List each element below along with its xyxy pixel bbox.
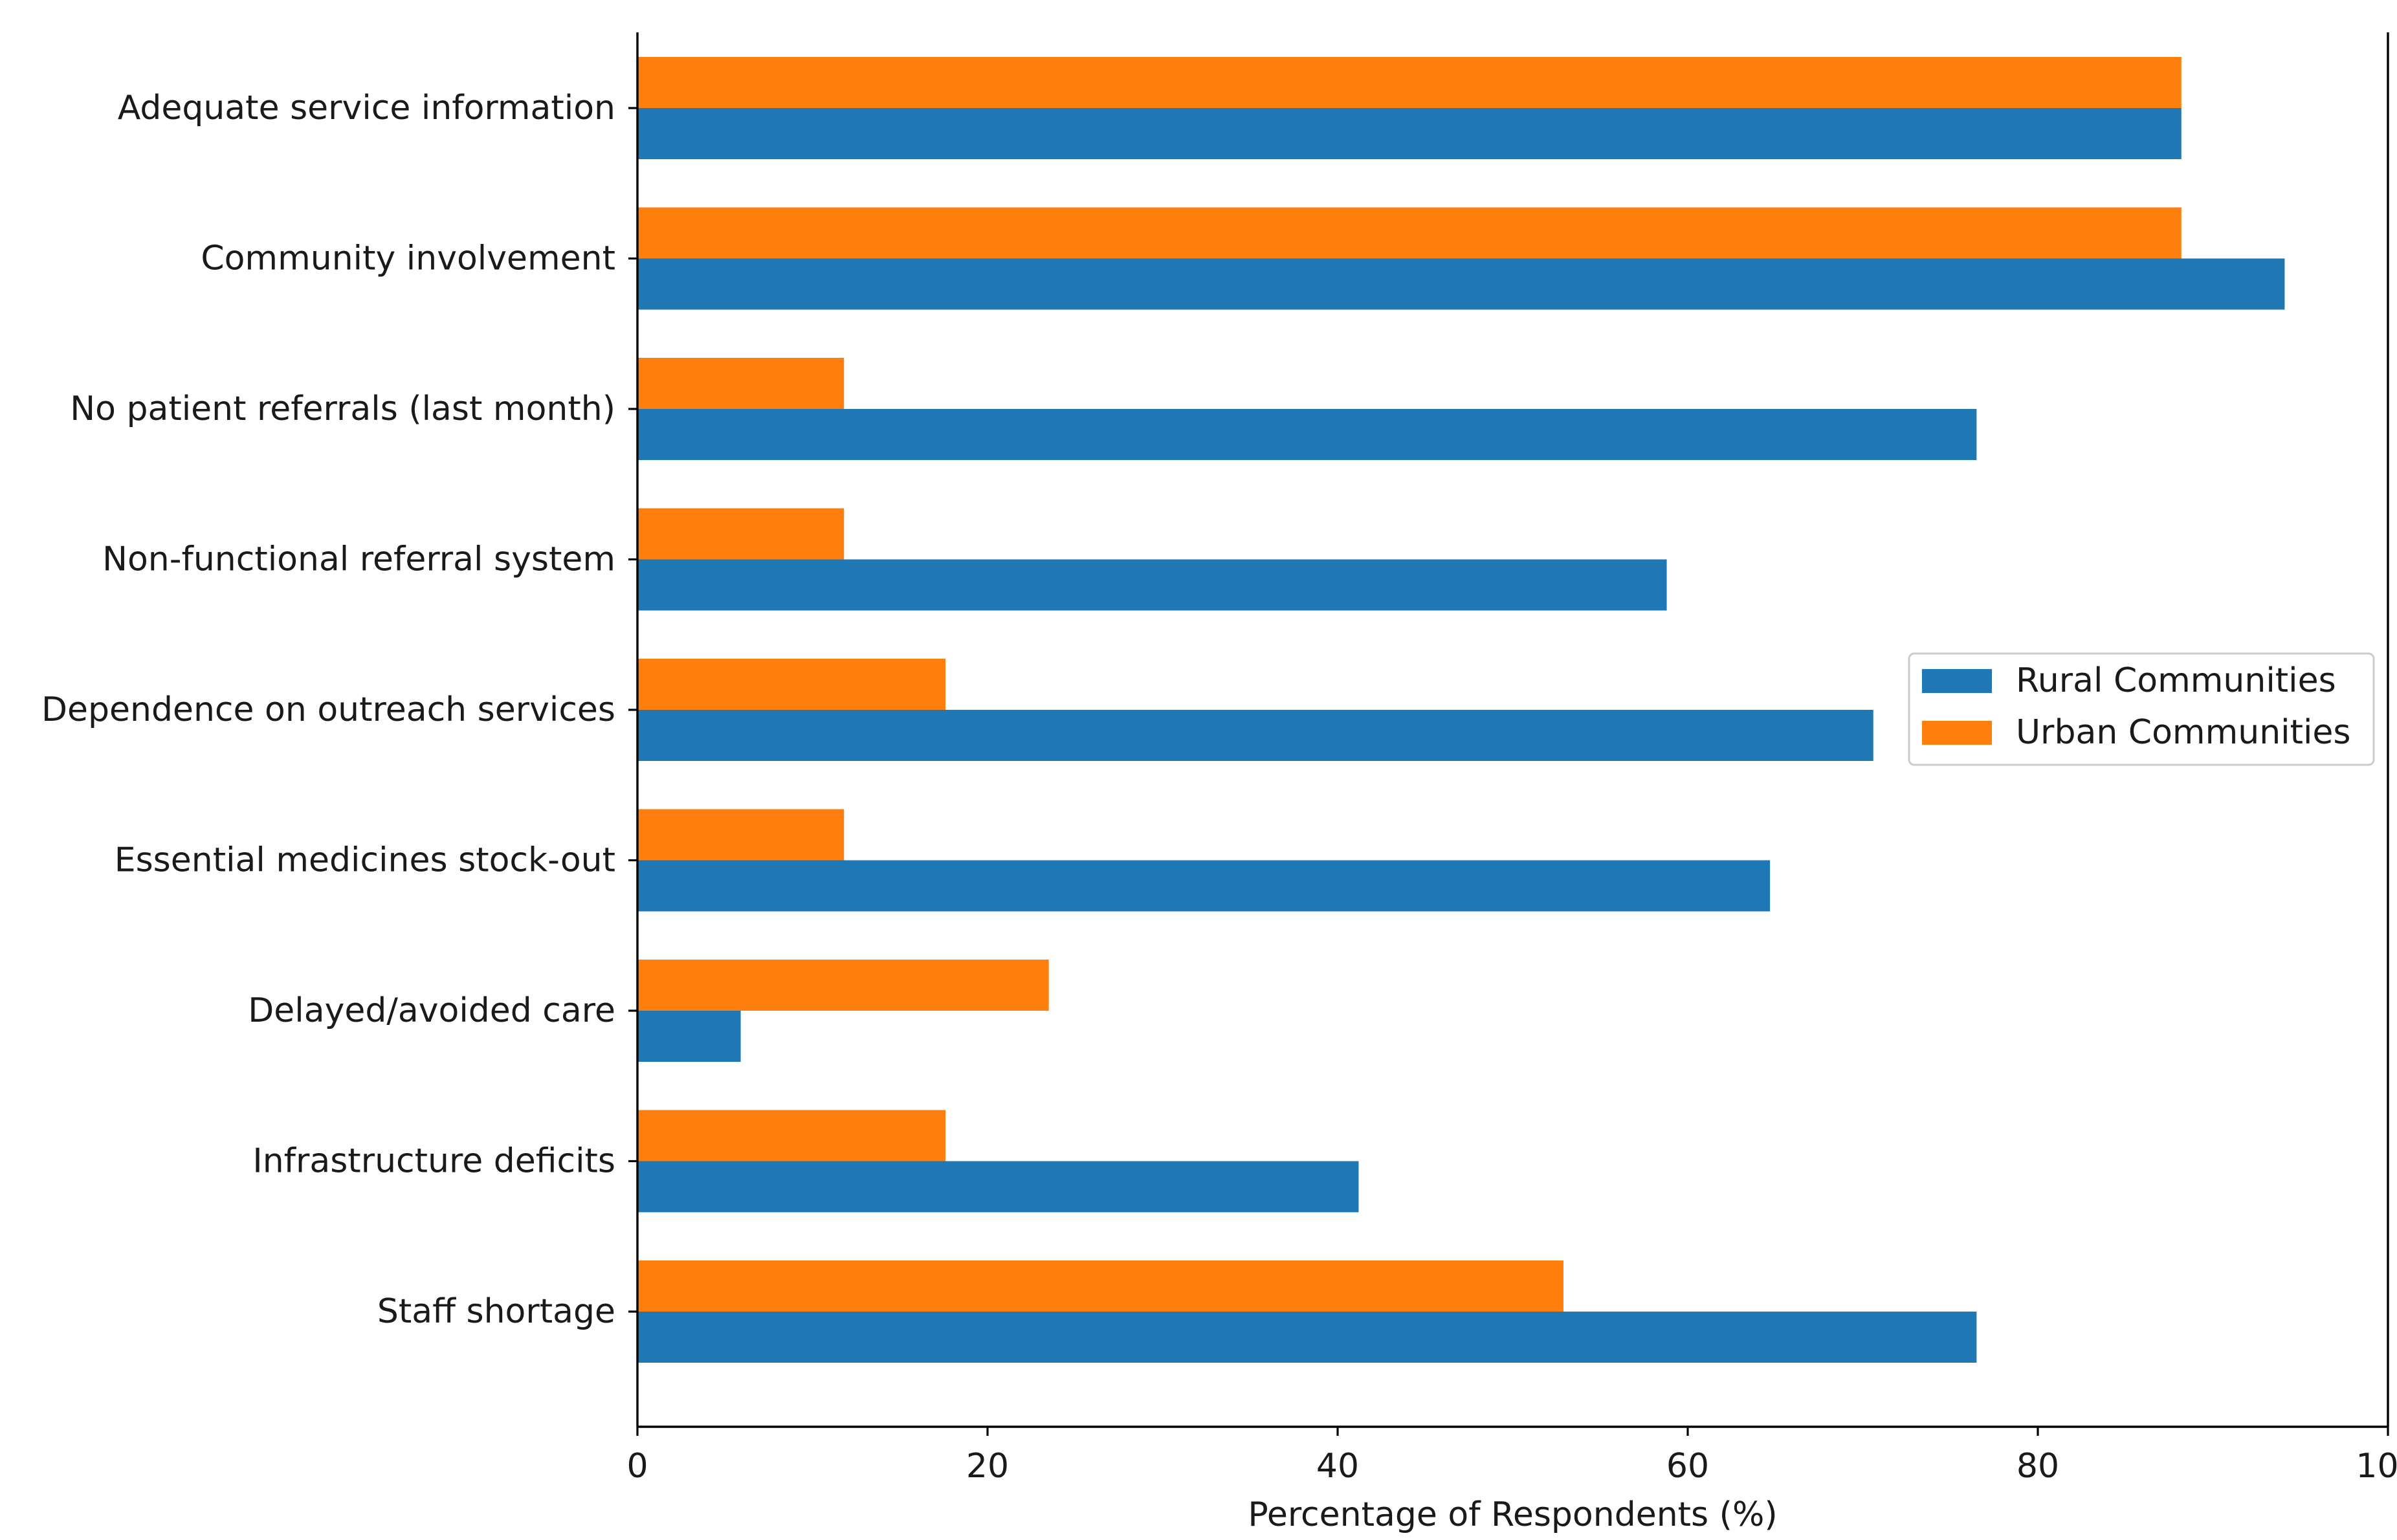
bar-rural-no-patient-referrals-last-month — [637, 409, 1977, 460]
x-tick-label: 60 — [1666, 1447, 1709, 1486]
category-label-essential-medicines-stock-out: Essential medicines stock-out — [115, 841, 615, 880]
bar-rural-adequate-service-information — [637, 108, 2182, 159]
bar-urban-staff-shortage — [637, 1260, 1563, 1312]
legend-label-urban-communities: Urban Communities — [2016, 713, 2351, 752]
axes-layer — [628, 32, 2389, 1436]
bar-rural-community-involvement — [637, 258, 2285, 310]
category-label-dependence-on-outreach-services: Dependence on outreach services — [41, 690, 615, 729]
legend-label-rural-communities: Rural Communities — [2016, 661, 2336, 700]
bar-urban-no-patient-referrals-last-month — [637, 358, 845, 409]
x-axis-label: Percentage of Respondents (%) — [1248, 1495, 1777, 1534]
x-tick-label: 100 — [2356, 1447, 2397, 1486]
category-label-community-involvement: Community involvement — [201, 239, 615, 278]
bar-urban-infrastructure-deficits — [637, 1110, 946, 1161]
bar-urban-dependence-on-outreach-services — [637, 659, 946, 710]
bar-rural-delayed-avoided-care — [637, 1011, 741, 1062]
category-label-no-patient-referrals-last-month: No patient referrals (last month) — [70, 390, 615, 428]
bar-rural-essential-medicines-stock-out — [637, 860, 1771, 912]
bar-rural-dependence-on-outreach-services — [637, 710, 1873, 761]
bar-urban-community-involvement — [637, 207, 2182, 259]
bars-layer — [637, 57, 2285, 1363]
bar-rural-staff-shortage — [637, 1312, 1977, 1363]
bar-urban-adequate-service-information — [637, 57, 2182, 108]
bar-urban-essential-medicines-stock-out — [637, 809, 845, 861]
legend: Rural Communities Urban Communities — [1908, 652, 2375, 766]
category-label-non-functional-referral-system: Non-functional referral system — [102, 540, 615, 579]
category-label-infrastructure-deficits: Infrastructure deficits — [252, 1142, 615, 1181]
x-tick-label: 40 — [1316, 1447, 1359, 1486]
labels-layer: Adequate service information Community in… — [41, 89, 2397, 1534]
category-label-adequate-service-information: Adequate service information — [118, 89, 615, 127]
bar-rural-non-functional-referral-system — [637, 559, 1667, 611]
x-tick-label: 80 — [2016, 1447, 2059, 1486]
x-tick-label: 0 — [626, 1447, 648, 1486]
bar-rural-infrastructure-deficits — [637, 1161, 1359, 1213]
category-label-staff-shortage: Staff shortage — [377, 1292, 615, 1331]
legend-frame — [1908, 652, 2375, 766]
bar-urban-delayed-avoided-care — [637, 960, 1049, 1011]
x-tick-label: 20 — [966, 1447, 1009, 1486]
legend-swatch-urban-communities — [1922, 721, 1992, 745]
bar-urban-non-functional-referral-system — [637, 508, 845, 560]
legend-swatch-rural-communities — [1922, 669, 1992, 693]
category-label-delayed-avoided-care: Delayed/avoided care — [248, 991, 615, 1030]
